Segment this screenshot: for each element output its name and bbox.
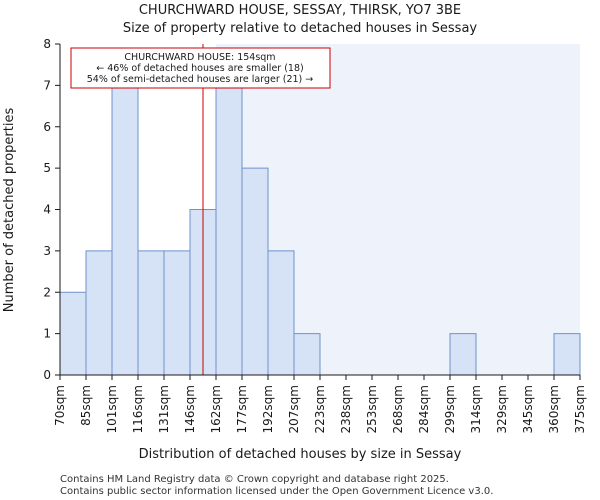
x-axis-label: Distribution of detached houses by size …: [139, 447, 462, 462]
x-tick-label: 329sqm: [495, 385, 509, 433]
y-tick-label: 2: [43, 285, 51, 299]
bar-192sqm: [267, 250, 295, 376]
x-tick-label: 131sqm: [157, 385, 171, 433]
x-tick-label: 253sqm: [365, 385, 379, 433]
annotation-line-1: CHURCHWARD HOUSE: 154sqm: [124, 52, 275, 63]
x-ticks-group: 70sqm 85sqm 101sqm 116sqm 131sqm 146sqm 162sqm…: [53, 375, 587, 433]
x-tick-label: 85sqm: [79, 385, 93, 426]
annotation-line-3: 54% of semi-detached houses are larger (…: [87, 74, 314, 85]
y-ticks-group: 0 1 2 3 4 5 6 7 8: [43, 37, 60, 382]
y-tick-label: 5: [43, 161, 51, 175]
x-tick-label: 192sqm: [261, 385, 275, 433]
x-tick-label: 162sqm: [209, 385, 223, 433]
x-tick-label: 223sqm: [313, 385, 327, 433]
bar-131sqm: [163, 250, 191, 376]
bar-207sqm: [293, 333, 321, 376]
annotation-box: CHURCHWARD HOUSE: 154sqm ← 46% of detach…: [70, 47, 331, 89]
y-tick-label: 8: [43, 37, 51, 51]
footer-line-2: Contains public sector information licen…: [60, 486, 493, 497]
y-tick-label: 3: [43, 244, 51, 258]
x-tick-label: 299sqm: [443, 385, 457, 433]
bar-360sqm: [553, 333, 581, 376]
x-tick-label: 207sqm: [287, 385, 301, 433]
bar-299sqm: [449, 333, 477, 376]
x-tick-label: 101sqm: [105, 385, 119, 433]
y-tick-label: 7: [43, 78, 51, 92]
chart-title: CHURCHWARD HOUSE, SESSAY, THIRSK, YO7 3B…: [139, 3, 461, 18]
y-axis-label: Number of detached properties: [2, 108, 17, 313]
y-tick-label: 1: [43, 327, 51, 341]
x-tick-label: 70sqm: [53, 385, 67, 426]
x-tick-label: 314sqm: [469, 385, 483, 433]
annotation-line-2: ← 46% of detached houses are smaller (18…: [96, 63, 303, 74]
x-tick-label: 116sqm: [131, 385, 145, 433]
x-tick-label: 146sqm: [183, 385, 197, 433]
x-tick-label: 268sqm: [391, 385, 405, 433]
y-tick-label: 0: [43, 368, 51, 382]
bar-70sqm: [59, 291, 87, 376]
y-tick-label: 4: [43, 203, 51, 217]
bar-101sqm: [111, 84, 139, 376]
x-tick-label: 375sqm: [573, 385, 587, 433]
x-tick-label: 360sqm: [547, 385, 561, 433]
x-tick-label: 177sqm: [235, 385, 249, 433]
x-tick-label: 345sqm: [521, 385, 535, 433]
x-tick-label: 284sqm: [417, 385, 431, 433]
annotation-frame: [70, 47, 331, 89]
bar-162sqm: [215, 84, 243, 376]
footer-line-1: Contains HM Land Registry data © Crown c…: [60, 474, 449, 485]
x-tick-label: 238sqm: [339, 385, 353, 433]
bar-85sqm: [85, 250, 113, 376]
bar-177sqm: [241, 167, 269, 376]
bar-116sqm: [137, 250, 165, 376]
chart-subtitle: Size of property relative to detached ho…: [123, 21, 478, 36]
y-tick-label: 6: [43, 120, 51, 134]
